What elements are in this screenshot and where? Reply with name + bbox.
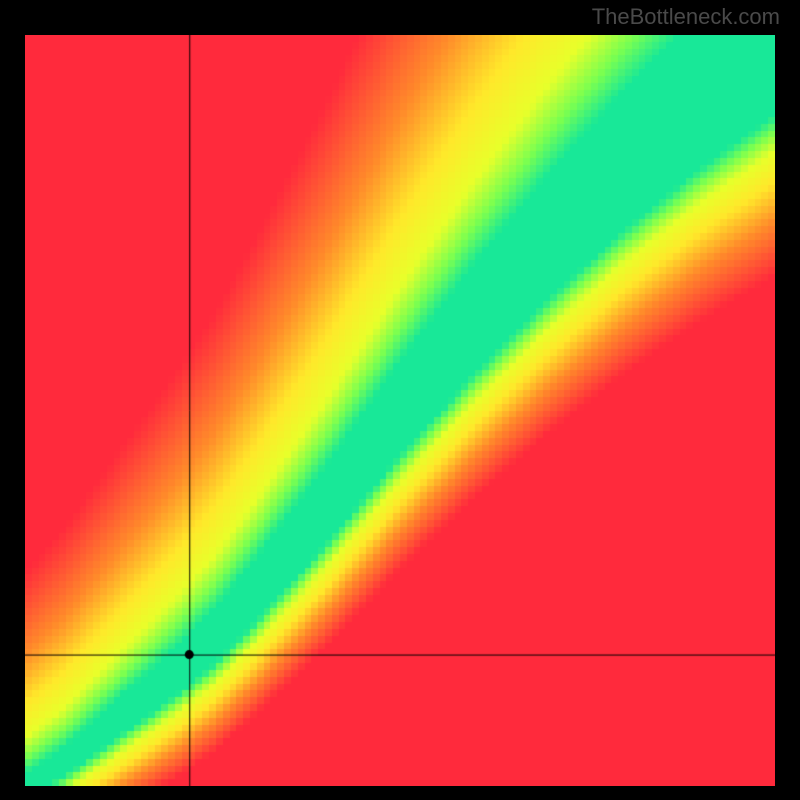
watermark-text: TheBottleneck.com (592, 4, 780, 30)
chart-frame: TheBottleneck.com (0, 0, 800, 800)
bottleneck-heatmap (25, 35, 775, 786)
